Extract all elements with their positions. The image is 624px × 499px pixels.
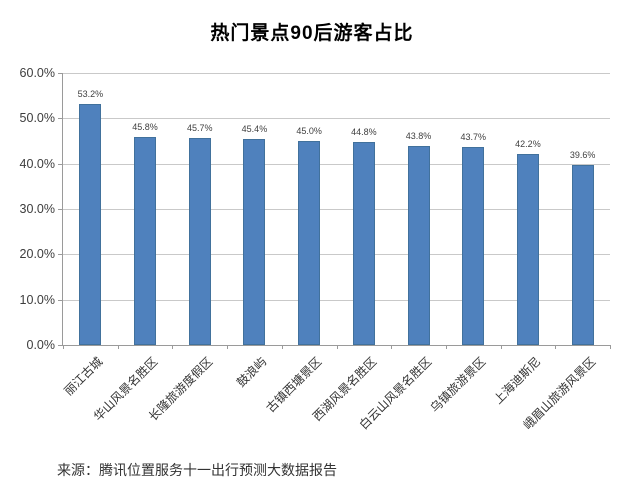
bar-value-label: 44.8% [351,126,377,137]
bar-value-label: 45.4% [241,124,268,135]
y-tick-mark [58,345,63,346]
y-tick-mark [58,163,63,165]
x-tick-mark [336,345,338,349]
y-tick-mark [58,73,63,74]
y-tick-mark [58,254,63,256]
bar-value-label: 45.8% [132,122,158,133]
x-tick-mark [555,345,557,349]
y-axis-tick-label: 20.0% [19,247,55,262]
bar [188,137,211,345]
y-axis-tick-label: 0.0% [26,338,56,352]
x-tick-mark [117,345,119,349]
bar [79,103,102,345]
bar [407,146,430,345]
bar [516,153,539,345]
y-tick-mark [58,209,63,210]
bar [298,141,321,345]
y-axis-tick-label: 10.0% [19,292,55,307]
y-axis-tick-label: 60.0% [19,66,55,80]
bar-value-label: 43.8% [405,131,432,142]
chart-title: 热门景点90后游客占比 [210,23,414,44]
bar [352,141,375,345]
bar-value-label: 45.7% [186,122,213,133]
x-tick-mark [445,345,447,349]
gridline [63,254,610,256]
y-axis-tick-label: 30.0% [19,202,55,216]
y-axis-tick-label: 50.0% [19,111,55,126]
x-tick-mark [63,345,64,349]
bar-value-label: 43.7% [460,131,487,142]
bar [571,165,594,345]
gridline [63,299,610,301]
y-axis-line [62,73,63,346]
x-tick-mark [610,345,611,349]
gridline [63,209,610,210]
x-tick-mark [172,345,174,349]
x-tick-mark [227,345,229,349]
bar [134,137,157,345]
x-axis-line [63,345,610,346]
x-category-label: 鼓浪屿 [234,354,270,390]
bar-value-label: 42.2% [515,138,541,149]
x-tick-mark [281,345,283,349]
x-tick-mark [391,345,393,349]
bar [243,139,266,345]
y-axis-tick-label: 40.0% [19,156,55,171]
x-category-label: 乌镇旅游景区 [427,354,489,416]
x-category-label: 上海迪斯尼 [490,354,544,407]
x-category-label: 丽江古城 [61,354,106,399]
x-tick-mark [500,345,502,349]
gridline [63,118,610,120]
gridline [63,163,610,165]
y-tick-mark [58,118,63,120]
source-note: 来源：腾讯位置服务十一出行预测大数据报告 [57,462,337,478]
y-tick-mark [58,299,63,301]
bar-value-label: 53.2% [77,88,104,99]
bar-value-label: 45.0% [296,126,322,136]
gridline [63,73,610,74]
bar-value-label: 39.6% [569,150,596,161]
bar [462,146,485,345]
